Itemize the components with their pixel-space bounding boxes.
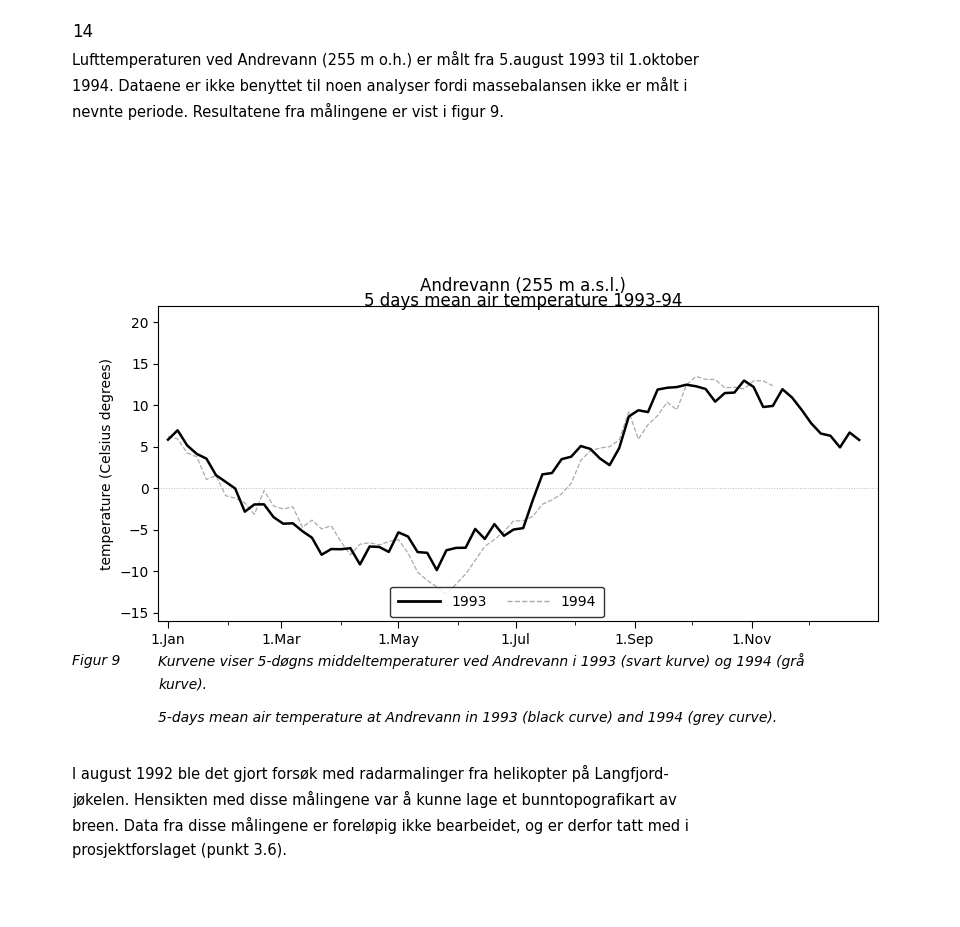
Text: kurve).: kurve). (158, 678, 207, 692)
Text: breen. Data fra disse målingene er foreløpig ikke bearbeidet, og er derfor tatt : breen. Data fra disse målingene er forel… (72, 817, 689, 833)
Text: I august 1992 ble det gjort forsøk med radarmalinger fra helikopter på Langfjord: I august 1992 ble det gjort forsøk med r… (72, 765, 669, 781)
Text: 14: 14 (72, 23, 93, 41)
Text: nevnte periode. Resultatene fra målingene er vist i figur 9.: nevnte periode. Resultatene fra målingen… (72, 103, 504, 120)
Text: 5 days mean air temperature 1993-94: 5 days mean air temperature 1993-94 (364, 292, 683, 310)
Text: 1994. Dataene er ikke benyttet til noen analyser fordi massebalansen ikke er mål: 1994. Dataene er ikke benyttet til noen … (72, 77, 687, 94)
Legend: 1993, 1994: 1993, 1994 (390, 587, 604, 617)
Text: prosjektforslaget (punkt 3.6).: prosjektforslaget (punkt 3.6). (72, 843, 287, 857)
Text: Kurvene viser 5-døgns middeltemperaturer ved Andrevann i 1993 (svart kurve) og 1: Kurvene viser 5-døgns middeltemperaturer… (158, 654, 804, 669)
Y-axis label: temperature (Celsius degrees): temperature (Celsius degrees) (100, 358, 114, 569)
Text: Andrevann (255 m a.s.l.): Andrevann (255 m a.s.l.) (420, 277, 626, 295)
Text: jøkelen. Hensikten med disse målingene var å kunne lage et bunntopografikart av: jøkelen. Hensikten med disse målingene v… (72, 791, 677, 807)
Text: Lufttemperaturen ved Andrevann (255 m o.h.) er målt fra 5.august 1993 til 1.okto: Lufttemperaturen ved Andrevann (255 m o.… (72, 51, 699, 68)
Text: 5-days mean air temperature at Andrevann in 1993 (black curve) and 1994 (grey cu: 5-days mean air temperature at Andrevann… (158, 711, 778, 725)
Text: Figur 9: Figur 9 (72, 654, 120, 667)
